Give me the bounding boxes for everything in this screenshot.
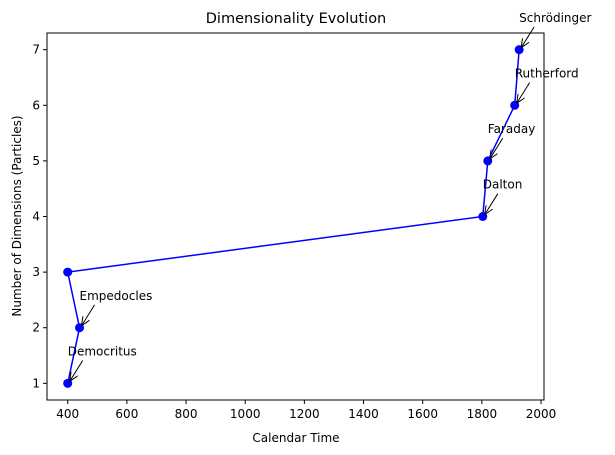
x-tick-label: 1000 (230, 407, 261, 421)
x-tick-label: 1600 (407, 407, 438, 421)
y-tick-label: 1 (32, 376, 40, 390)
y-tick-label: 4 (32, 210, 40, 224)
x-axis-label: Calendar Time (252, 431, 339, 445)
x-tick-label: 600 (115, 407, 138, 421)
x-tick-label: 1800 (467, 407, 498, 421)
series-line (63, 45, 524, 388)
x-tick-label: 1400 (348, 407, 379, 421)
annotation-label: Schrödinger (519, 11, 591, 25)
x-tick-label: 800 (175, 407, 198, 421)
y-tick-label: 5 (32, 154, 40, 168)
x-tick-label: 400 (56, 407, 79, 421)
annotation-arrow (82, 304, 95, 326)
x-axis: 400 600 800 1000 1200 1400 1600 1800 2000 (56, 400, 556, 421)
data-point (63, 267, 73, 277)
annotation-label: Faraday (488, 122, 536, 136)
annotation-arrow (490, 137, 504, 159)
y-tick-label: 3 (32, 265, 40, 279)
x-tick-label: 1200 (289, 407, 320, 421)
x-tick-label: 2000 (526, 407, 557, 421)
y-tick-label: 2 (32, 321, 40, 335)
chart-title: Dimensionality Evolution (206, 11, 387, 27)
annotation-arrow (521, 26, 535, 48)
annotation-label: Rutherford (515, 66, 579, 80)
annotation-label: Democritus (68, 345, 137, 359)
annotation-arrow (70, 360, 84, 382)
annotation-arrow (485, 193, 499, 215)
annotation-arrow (517, 82, 531, 103)
y-tick-label: 6 (32, 98, 40, 112)
y-axis: 1 2 3 4 5 6 7 (32, 43, 47, 390)
annotations: Democritus Empedocles Dalton Faraday Rutherf… (68, 11, 592, 381)
y-axis-label: Number of Dimensions (Particles) (10, 115, 24, 316)
annotation-label: Dalton (483, 178, 523, 192)
annotation-label: Empedocles (80, 289, 153, 303)
data-line (66, 49, 520, 384)
y-tick-label: 7 (32, 43, 40, 57)
